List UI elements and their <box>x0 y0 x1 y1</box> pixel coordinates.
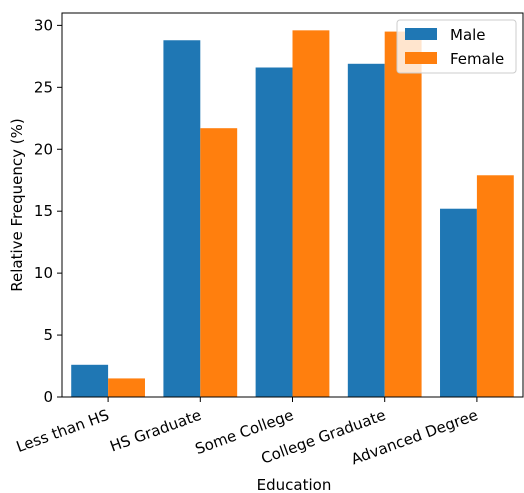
bar-male-1 <box>163 40 201 397</box>
legend: Male Female <box>396 19 517 74</box>
legend-swatch-female <box>405 52 437 64</box>
x-axis-label: Education <box>257 476 332 493</box>
bar-male-3 <box>347 63 385 397</box>
legend-label-male: Male <box>450 26 486 44</box>
x-tick-label: HS Graduate <box>107 406 203 456</box>
y-tick-label: 5 <box>43 326 53 344</box>
y-axis: 0 5 10 15 20 25 30 <box>34 16 62 406</box>
bar-female-0 <box>108 378 145 397</box>
y-tick-label: 10 <box>34 264 53 282</box>
legend-swatch-male <box>405 28 437 40</box>
bar-female-3 <box>384 31 422 397</box>
bar-female-2 <box>292 30 330 397</box>
bars-layer <box>71 30 514 397</box>
bar-female-4 <box>476 175 514 397</box>
bar-female-1 <box>200 128 238 397</box>
y-tick-label: 15 <box>34 202 53 220</box>
bar-male-0 <box>71 364 109 397</box>
y-tick-label: 0 <box>43 388 53 406</box>
legend-label-female: Female <box>450 50 504 68</box>
y-tick-label: 25 <box>34 78 53 96</box>
y-tick-label: 30 <box>34 16 53 34</box>
bar-male-2 <box>255 67 293 397</box>
y-axis-label: Relative Frequency (%) <box>8 118 26 291</box>
y-tick-label: 20 <box>34 140 53 158</box>
bar-male-4 <box>440 208 477 397</box>
x-tick-label: Less than HS <box>14 406 112 456</box>
